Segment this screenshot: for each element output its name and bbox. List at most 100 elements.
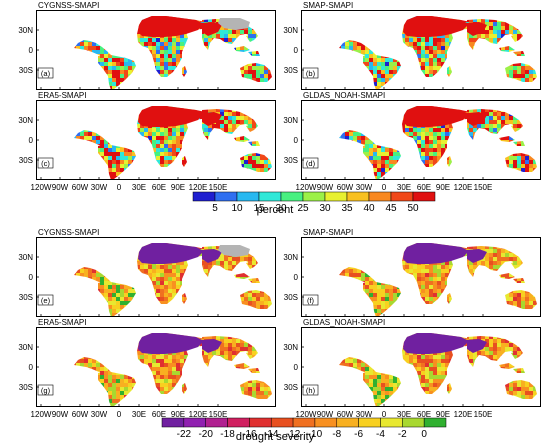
- lon-label: 30E: [397, 183, 411, 192]
- lat-label: 30N: [18, 343, 33, 352]
- panel-letter: (g): [37, 384, 54, 396]
- lon-label: 90E: [436, 410, 450, 419]
- lon-label: 60W: [72, 410, 89, 419]
- lat-label: 0: [29, 273, 34, 282]
- colorbar-box: [280, 191, 304, 202]
- colorbar-tick-label: 40: [363, 203, 375, 214]
- colorbar-tick-label: -20: [198, 429, 213, 440]
- severity-colorbar-ticks: -22 -20 -18 -16 -14 -12 -10 -8 -6 -4 -2 0: [177, 429, 428, 440]
- lon-label: 30W: [91, 410, 108, 419]
- lat-label: 30N: [18, 26, 33, 35]
- lon-label: 120W: [296, 183, 317, 192]
- lat-label: 30S: [19, 293, 33, 302]
- panel-title: CYGNSS-SMAPI: [38, 1, 99, 10]
- severity-colorbar: -22 -20 -18 -16 -14 -12 -10 -8 -6 -4 -2 0 drought s…: [161, 417, 447, 443]
- panel-letter: (e): [37, 294, 54, 306]
- svg-text:(c): (c): [41, 159, 50, 168]
- colorbar-tick-label: -4: [376, 429, 385, 440]
- lon-label: 90W: [52, 183, 69, 192]
- lon-label: 90E: [171, 410, 185, 419]
- lon-label: 0: [117, 183, 122, 192]
- colorbar-box: [314, 417, 338, 428]
- colorbar-box: [161, 417, 185, 428]
- lon-label: 60E: [152, 410, 166, 419]
- lon-label: 120E: [189, 410, 208, 419]
- colorbar-tick-label: -2: [398, 429, 407, 440]
- colorbar-box: [302, 191, 326, 202]
- no-data-region: [218, 18, 250, 30]
- colorbar-box: [412, 191, 436, 202]
- lat-label: 30S: [19, 66, 33, 75]
- panel-letter: (f): [302, 294, 319, 306]
- panel-title: SMAP-SMAPI: [303, 1, 353, 10]
- lon-label: 60W: [337, 183, 354, 192]
- map-panel: SMAP-SMAPI (f) 30N 0 30S: [283, 228, 541, 317]
- svg-text:(a): (a): [41, 69, 51, 78]
- lat-label: 30N: [283, 253, 298, 262]
- colorbar-box: [292, 417, 316, 428]
- colorbar-box: [390, 191, 414, 202]
- panel-letter: (a): [37, 67, 54, 79]
- lat-label: 30S: [284, 383, 298, 392]
- colorbar-tick-label: 5: [212, 203, 218, 214]
- lat-label: 0: [294, 363, 299, 372]
- lon-label: 150E: [209, 410, 228, 419]
- map-panel: ERA5-SMAPI (g) 30N 0 30S 120W 90W 60W 30W 0 30E 60E…: [18, 318, 276, 419]
- lon-label: 60W: [337, 410, 354, 419]
- lon-label: 150E: [474, 183, 493, 192]
- percent-colorbar-ticks: 5 10 15 20 25 30 35 40 45 50: [212, 203, 419, 214]
- lat-label: 0: [29, 136, 34, 145]
- colorbar-tick-label: -14: [264, 429, 279, 440]
- lat-label: 30S: [19, 156, 33, 165]
- colorbar-box: [227, 417, 250, 428]
- colorbar-box: [249, 417, 272, 428]
- lat-label: 30N: [283, 26, 298, 35]
- lon-label: 90W: [52, 410, 69, 419]
- colorbar-box: [192, 191, 216, 202]
- lon-label: 30W: [356, 410, 373, 419]
- severity-colorbar-title: drought severity: [236, 431, 315, 443]
- lon-label: 120W: [296, 410, 317, 419]
- lat-label: 30N: [18, 116, 33, 125]
- lat-label: 0: [29, 363, 34, 372]
- lon-label: 120E: [454, 410, 473, 419]
- lat-label: 0: [29, 46, 34, 55]
- colorbar-box: [324, 191, 348, 202]
- no-data-region: [218, 245, 250, 257]
- colorbar-tick-label: 20: [275, 203, 287, 214]
- percent-colorbar-boxes: [192, 191, 436, 202]
- map-panel: GLDAS_NOAH-SMAPI (d) 30N 0 30S 120W 90W 60W 30W 0…: [283, 91, 541, 192]
- colorbar-box: [402, 417, 425, 428]
- map-panel: GLDAS_NOAH-SMAPI (h) 30N 0 30S 120W 90W 60W 30W 0…: [283, 318, 541, 419]
- colorbar-box: [214, 191, 238, 202]
- lat-label: 0: [294, 136, 299, 145]
- panel-letter: (h): [302, 384, 319, 396]
- colorbar-tick-label: -16: [242, 429, 257, 440]
- lon-label: 90E: [171, 183, 185, 192]
- colorbar-tick-label: 10: [231, 203, 243, 214]
- colorbar-box: [380, 417, 403, 428]
- panel-title: CYGNSS-SMAPI: [38, 228, 99, 237]
- colorbar-tick-label: 35: [341, 203, 353, 214]
- map-panel: ERA5-SMAPI (c) 30N 0 30S 120W 90W 60W 30W 0 30E 60E…: [18, 91, 276, 192]
- colorbar-box: [346, 191, 370, 202]
- lon-label: 150E: [209, 183, 228, 192]
- lat-label: 30S: [19, 383, 33, 392]
- lon-label: 0: [382, 183, 387, 192]
- colorbar-box: [236, 191, 260, 202]
- panel-title: GLDAS_NOAH-SMAPI: [303, 91, 385, 100]
- colorbar-tick-label: -6: [354, 429, 363, 440]
- lon-label: 90E: [436, 183, 450, 192]
- lon-label: 90W: [317, 183, 334, 192]
- colorbar-tick-label: -8: [332, 429, 341, 440]
- colorbar-tick-label: 15: [253, 203, 265, 214]
- lon-label: 30W: [356, 183, 373, 192]
- severity-colorbar-boxes: [161, 417, 447, 428]
- map-panel: CYGNSS-SMAPI (e) 30N 0 30S: [18, 228, 276, 317]
- panel-title: ERA5-SMAPI: [38, 91, 86, 100]
- lat-label: 30N: [18, 253, 33, 262]
- panel-letter: (b): [302, 67, 319, 79]
- colorbar-box: [183, 417, 206, 428]
- colorbar-box: [205, 417, 228, 428]
- colorbar-box: [258, 191, 282, 202]
